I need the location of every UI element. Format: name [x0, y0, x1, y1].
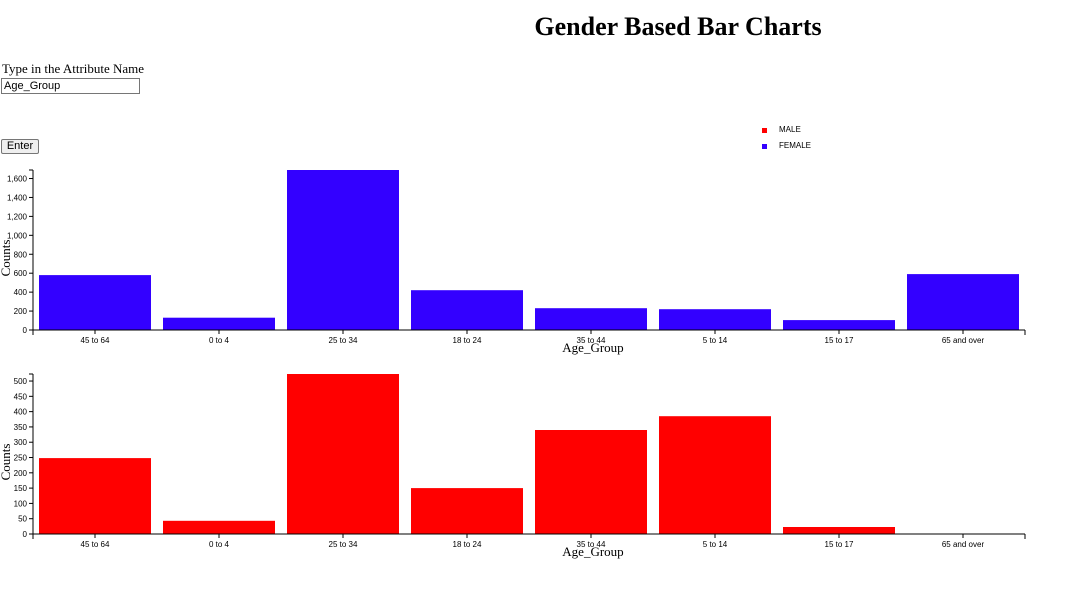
y-axis-label: Counts	[0, 240, 13, 277]
x-tick-label: 65 and over	[942, 540, 985, 549]
attribute-name-input[interactable]	[1, 78, 140, 94]
bar-5-to-14	[659, 309, 771, 330]
x-tick-label: 0 to 4	[209, 336, 230, 345]
x-tick-label: 45 to 64	[81, 540, 110, 549]
y-tick-label: 0	[23, 326, 28, 335]
legend-label-female: FEMALE	[779, 141, 812, 150]
y-tick-label: 300	[14, 438, 28, 447]
x-tick-label: 15 to 17	[825, 540, 854, 549]
x-tick-label: 65 and over	[942, 336, 985, 345]
x-tick-label: 0 to 4	[209, 540, 230, 549]
y-tick-label: 450	[14, 392, 28, 401]
x-tick-label: 18 to 24	[453, 336, 482, 345]
bar-65-and-over	[907, 274, 1019, 330]
bar-35-to-44	[535, 308, 647, 330]
x-tick-label: 5 to 14	[703, 336, 728, 345]
y-tick-label: 1,600	[7, 175, 28, 184]
x-tick-label: 25 to 34	[329, 336, 358, 345]
y-tick-label: 350	[14, 423, 28, 432]
y-tick-label: 1,200	[7, 212, 28, 221]
y-tick-label: 200	[14, 307, 28, 316]
y-tick-label: 150	[14, 484, 28, 493]
male-bar-chart: 0 50 100 150 200 250 300 350 400 450 500 45 to 64 0 …	[0, 373, 1026, 559]
x-tick-label: 15 to 17	[825, 336, 854, 345]
female-bar-chart: 0 200 400 600 800 1,000 1,200 1,400 1,600 45 to 6…	[0, 169, 1026, 355]
y-tick-label: 0	[23, 530, 28, 539]
page-title: Gender Based Bar Charts	[534, 12, 822, 41]
y-tick-label: 600	[14, 269, 28, 278]
y-tick-label: 400	[14, 288, 28, 297]
x-tick-label: 25 to 34	[329, 540, 358, 549]
bar-15-to-17	[783, 320, 895, 330]
bar-25-to-34	[287, 170, 399, 330]
bar-0-to-4	[163, 317, 275, 330]
bar-0-to-4	[163, 520, 275, 534]
x-tick-label: 35 to 44	[577, 540, 606, 549]
y-tick-label: 800	[14, 250, 28, 259]
y-tick-label: 50	[18, 515, 27, 524]
y-tick-label: 400	[14, 408, 28, 417]
bar-45-to-64	[39, 275, 151, 330]
y-axis-label: Counts	[0, 444, 13, 481]
bar-18-to-24	[411, 488, 523, 534]
bar-35-to-44	[535, 430, 647, 534]
bar-18-to-24	[411, 290, 523, 330]
legend-label-male: MALE	[779, 125, 801, 134]
x-tick-label: 35 to 44	[577, 336, 606, 345]
x-tick-label: 5 to 14	[703, 540, 728, 549]
bar-45-to-64	[39, 458, 151, 534]
legend-swatch-male	[762, 128, 767, 133]
x-axis-label: Age_Group	[562, 340, 623, 355]
bar-25-to-34	[287, 374, 399, 534]
y-tick-label: 1,400	[7, 193, 28, 202]
y-tick-label: 100	[14, 499, 28, 508]
attribute-input-label: Type in the Attribute Name	[2, 61, 145, 76]
x-tick-label: 45 to 64	[81, 336, 110, 345]
y-tick-label: 1,000	[7, 231, 28, 240]
legend-swatch-female	[762, 144, 767, 149]
bar-5-to-14	[659, 416, 771, 534]
y-tick-label: 500	[14, 377, 28, 386]
x-tick-label: 18 to 24	[453, 540, 482, 549]
bar-15-to-17	[783, 527, 895, 534]
enter-button[interactable]: Enter	[1, 139, 39, 154]
x-axis-label: Age_Group	[562, 544, 623, 559]
y-tick-label: 250	[14, 454, 28, 463]
y-tick-label: 200	[14, 469, 28, 478]
